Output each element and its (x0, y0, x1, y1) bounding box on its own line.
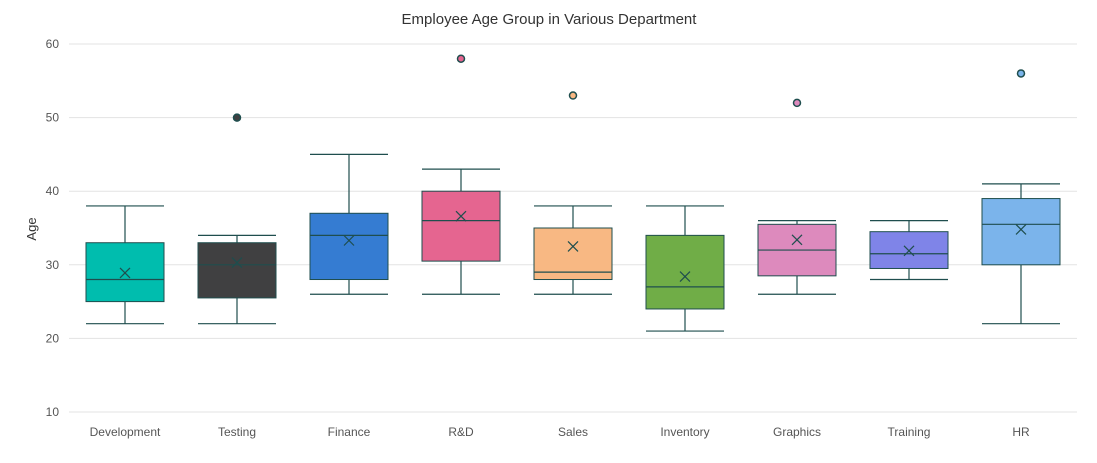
box (197, 242, 277, 299)
outlier-point (568, 91, 578, 100)
outlier-point (456, 54, 466, 63)
mean-marker (1015, 224, 1027, 235)
y-tick-label: 10 (46, 405, 60, 419)
box (645, 234, 725, 310)
x-tick-label: Sales (558, 425, 588, 439)
x-tick-label: Inventory (660, 425, 709, 439)
box (981, 198, 1061, 266)
outlier-point (232, 113, 242, 122)
x-tick-label: Training (888, 425, 931, 439)
box (309, 212, 389, 281)
x-axis-ticks: Development Testing Finance R&D Sales Invento… (90, 425, 1030, 439)
mean-marker (903, 245, 915, 257)
y-tick-label: 20 (46, 331, 60, 345)
x-tick-label: Graphics (773, 425, 821, 439)
box-group (981, 69, 1061, 325)
outlier-point (792, 98, 802, 108)
box-group (869, 220, 949, 281)
x-tick-label: HR (1012, 425, 1030, 439)
box-group (85, 205, 165, 325)
x-tick-label: Finance (328, 425, 371, 439)
box (421, 190, 501, 262)
outlier-point (1016, 69, 1026, 78)
x-tick-label: Development (90, 425, 161, 439)
box-group (197, 113, 277, 325)
boxes (85, 54, 1061, 332)
mean-marker (231, 257, 243, 269)
x-tick-label: Testing (218, 425, 256, 439)
mean-marker (567, 240, 579, 252)
y-axis-ticks: 10 20 30 40 50 60 (46, 37, 60, 419)
box (533, 227, 613, 281)
box-group (757, 98, 837, 295)
y-tick-label: 50 (46, 111, 60, 125)
mean-marker (791, 234, 803, 246)
y-tick-label: 60 (46, 37, 60, 51)
x-tick-label: R&D (448, 425, 474, 439)
box-group (533, 91, 613, 295)
chart-title: Employee Age Group in Various Department (402, 11, 698, 28)
mean-marker (343, 235, 355, 246)
mean-marker (679, 271, 691, 283)
y-tick-label: 30 (46, 258, 60, 272)
box-group (421, 54, 501, 295)
box-group (309, 153, 389, 295)
y-axis-title: Age (24, 217, 39, 240)
mean-marker (455, 210, 467, 222)
y-tick-label: 40 (46, 184, 60, 198)
box-group (645, 205, 725, 332)
mean-marker (119, 267, 131, 279)
